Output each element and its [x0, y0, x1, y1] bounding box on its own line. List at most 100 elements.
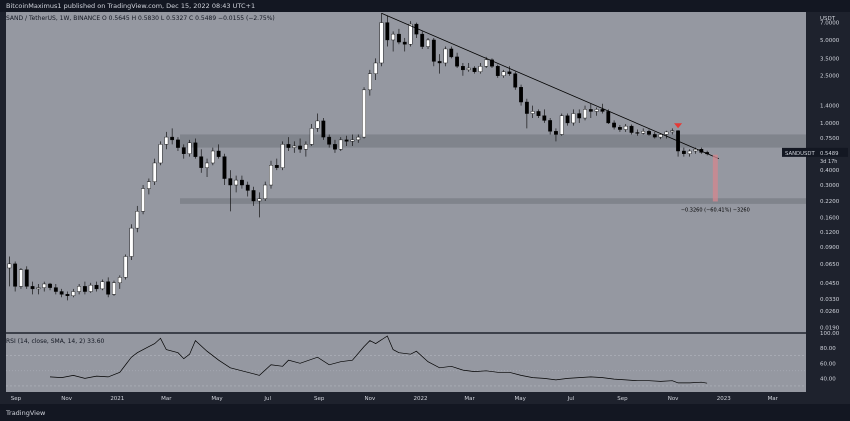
candle-body [670, 130, 675, 133]
candle-body [356, 136, 361, 141]
candle-body [565, 115, 570, 124]
candle-body [187, 142, 192, 154]
candle-body [19, 269, 23, 287]
candle-body [135, 211, 140, 229]
price-tick-label: 0.0650 [820, 262, 840, 268]
candle-body [542, 115, 547, 121]
candle-body [507, 71, 512, 74]
candle-body [164, 136, 169, 145]
price-tick-label: 1.0000 [820, 121, 840, 127]
time-tick-label: Sep [314, 396, 325, 402]
candle-body [367, 73, 372, 91]
candle-body [397, 33, 401, 43]
candle-body [344, 139, 349, 142]
time-tick-label: Mar [161, 396, 172, 402]
candle-body [286, 144, 291, 148]
footer-bar: TradingView [0, 404, 850, 421]
rsi-tick-label: 100.00 [820, 331, 840, 337]
price-label-symbol: SANDUSDT [785, 151, 815, 157]
time-tick-label: 2023 [717, 396, 731, 402]
time-tick-label: Nov [668, 396, 679, 402]
candle-body [333, 144, 337, 150]
candle-body [263, 184, 268, 199]
price-tick-label: 0.1200 [820, 230, 840, 236]
candle-body [647, 131, 651, 135]
candle-body [681, 150, 686, 154]
candle-body [623, 125, 628, 130]
time-tick-label: Sep [617, 396, 628, 402]
candle-body [635, 132, 640, 134]
candle-body [687, 150, 692, 154]
candle-body [449, 48, 454, 58]
candle-body [77, 286, 82, 292]
candle-body [216, 150, 221, 157]
candle-body [408, 23, 413, 45]
candle-body [571, 113, 576, 124]
candle-body [123, 256, 128, 278]
time-tick-label: 2022 [414, 396, 428, 402]
candle-body [88, 284, 93, 292]
candle-body [13, 263, 18, 287]
candle-body [583, 109, 587, 119]
down-arrow-marker [674, 123, 683, 129]
measure-bar [712, 154, 718, 202]
candle-body [83, 286, 87, 292]
candle-body [420, 33, 425, 47]
candle-body [443, 48, 448, 64]
candle-body [303, 144, 308, 150]
candle-body [379, 22, 384, 64]
candle-body [176, 139, 180, 148]
candle-body [205, 162, 209, 168]
price-tick-label: 0.4000 [820, 168, 840, 174]
candle-body [426, 39, 430, 47]
candle-body [373, 62, 378, 74]
candle-body [484, 59, 489, 67]
candle-body [530, 111, 535, 114]
candle-body [298, 145, 302, 150]
candle-body [536, 111, 541, 116]
price-label-countdown: 3d 17h [820, 159, 837, 165]
rsi-tick-label: 60.00 [820, 361, 836, 367]
candle-body [466, 67, 471, 71]
candle-body [362, 89, 366, 138]
rsi-legend: RSI (14, close, SMA, 14, 2) 33.60 [6, 337, 104, 346]
candle-body [7, 263, 12, 269]
candle-body [600, 109, 605, 112]
candle-body [338, 139, 343, 150]
candle-body [513, 73, 518, 88]
candle-body [431, 39, 436, 62]
candle-body [490, 59, 494, 67]
candle-body [478, 66, 483, 72]
candle-body [245, 184, 250, 191]
candle-body [292, 145, 297, 148]
price-axis-background [806, 12, 850, 404]
candle-body [94, 284, 99, 290]
price-tick-label: 0.0260 [820, 309, 840, 315]
candle-body [42, 283, 47, 288]
candle-body [577, 113, 582, 119]
price-tick-label: 5.0000 [820, 38, 840, 44]
price-tick-label: 0.1600 [820, 215, 840, 221]
candle-body [141, 188, 145, 212]
rsi-legend-title: RSI (14, close, SMA, 14, 2) [6, 338, 86, 345]
candle-body [461, 66, 465, 71]
candle-body [152, 162, 157, 182]
candle-body [269, 165, 273, 186]
price-tick-label: 0.7500 [820, 136, 840, 142]
candle-body [437, 61, 442, 64]
zone-support [180, 198, 806, 204]
time-tick-label: Jul [567, 396, 575, 402]
price-tick-label: 7.0000 [820, 21, 840, 27]
trendline-descending [381, 12, 719, 160]
candle-body [146, 181, 151, 189]
candle-body [53, 287, 58, 292]
candle-body [280, 144, 285, 168]
candle-body [222, 156, 227, 179]
candle-body [472, 67, 477, 72]
candle-body [158, 144, 163, 164]
candle-body [618, 127, 622, 130]
candle-body [112, 282, 116, 295]
candle-body [251, 190, 256, 202]
tradingview-logo: TradingView [6, 409, 46, 417]
